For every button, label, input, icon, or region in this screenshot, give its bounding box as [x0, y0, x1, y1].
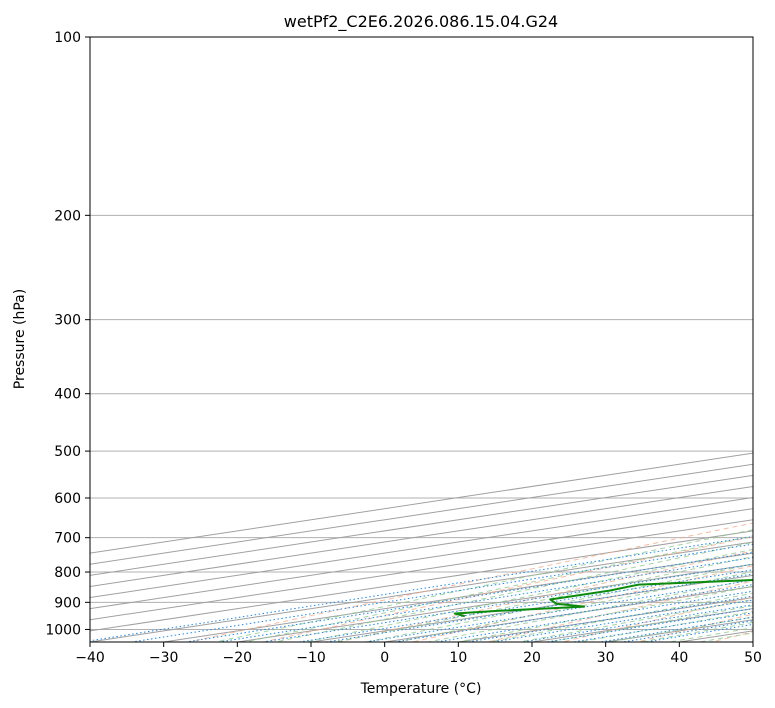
moist-adiabat — [485, 592, 753, 642]
temperature-line — [757, 37, 775, 614]
moist-adiabat — [455, 585, 753, 642]
chart-title: wetPf2_C2E6.2026.086.15.04.G24 — [284, 12, 558, 32]
background-lines — [90, 10, 775, 654]
y-tick-label: 900 — [54, 595, 81, 611]
isotherm-line — [90, 530, 753, 632]
y-tick-label: 300 — [54, 313, 81, 329]
isotherm-line — [90, 474, 753, 576]
y-tick-label: 1000 — [45, 622, 81, 638]
mixing-ratio-line — [433, 590, 753, 642]
isotherm-line — [90, 541, 753, 642]
y-tick-label: 400 — [54, 387, 81, 403]
isotherm-line — [90, 508, 753, 610]
x-tick-label: −30 — [149, 650, 179, 666]
x-axis: −40 −30 −20 −10 0 10 20 30 40 50 — [75, 642, 762, 666]
moist-adiabat — [516, 599, 753, 642]
moist-adiabat — [394, 571, 753, 642]
mixing-ratio-line — [519, 604, 753, 642]
moist-adiabat — [212, 529, 753, 642]
x-tick-label: 30 — [597, 650, 615, 666]
dry-adiabat — [739, 10, 775, 654]
y-tick-label: 200 — [54, 208, 81, 224]
isotherm-line — [90, 452, 753, 554]
x-tick-label: 10 — [449, 650, 467, 666]
y-axis-label: Pressure (hPa) — [12, 289, 28, 389]
mixing-ratio-line — [296, 569, 753, 642]
mixing-ratio-line — [182, 551, 753, 642]
mixing-ratio-line — [464, 595, 753, 642]
mixing-ratio-line — [489, 599, 753, 642]
isotherm-line — [90, 485, 753, 587]
y-tick-label: 700 — [54, 531, 81, 547]
plot-frame — [89, 36, 754, 643]
isotherm-line — [90, 497, 753, 599]
dry-adiabat — [261, 536, 753, 642]
x-tick-label: −40 — [75, 650, 105, 666]
mixing-ratio-line — [323, 573, 753, 642]
isotherm-line — [90, 519, 753, 621]
dry-adiabat — [410, 565, 753, 642]
moist-adiabat — [424, 578, 753, 642]
x-tick-label: 20 — [523, 650, 541, 666]
x-tick-label: −20 — [223, 650, 253, 666]
y-tick-label: 100 — [54, 30, 81, 46]
isotherm-line — [381, 585, 753, 642]
x-tick-label: 40 — [670, 650, 688, 666]
y-axis: 100 200 300 400 500 600 700 800 900 1000 — [45, 30, 90, 638]
isotherm-line — [675, 630, 753, 642]
dry-adiabat — [560, 596, 753, 642]
mixing-ratio-line — [128, 543, 753, 642]
moist-adiabat — [242, 535, 753, 642]
mixing-ratio-line — [215, 556, 753, 642]
x-tick-label: 0 — [380, 650, 389, 666]
isotherm-line — [233, 563, 753, 642]
x-axis-label: Temperature (°C) — [360, 681, 482, 697]
y-tick-label: 600 — [54, 491, 81, 507]
isotherm-line — [90, 463, 753, 565]
moist-adiabat — [666, 627, 753, 642]
x-tick-label: −10 — [296, 650, 326, 666]
y-tick-label: 800 — [54, 565, 81, 581]
x-tick-label: 50 — [744, 650, 762, 666]
y-tick-label: 500 — [54, 444, 81, 460]
dry-adiabat — [186, 522, 753, 642]
moist-adiabat — [576, 610, 753, 642]
